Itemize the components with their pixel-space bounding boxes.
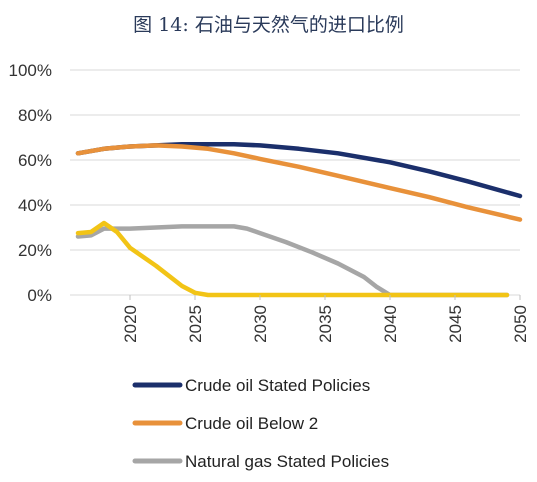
series-lines — [75, 142, 523, 298]
x-axis-ticks: 2020 2025 2030 2035 2040 2045 2050 — [121, 295, 530, 343]
x-tick-label: 2035 — [316, 305, 335, 343]
legend-label: Crude oil Stated Policies — [185, 376, 370, 395]
y-tick-label: 20% — [18, 241, 52, 260]
legend-label: Crude oil Below 2 — [185, 414, 318, 433]
y-tick-label: 0% — [27, 286, 52, 305]
x-tick-label: 2040 — [381, 305, 400, 343]
series-line-2 — [75, 143, 523, 222]
series-line-3 — [75, 224, 510, 298]
x-tick-label: 2020 — [121, 305, 140, 343]
chart-title: 图 14: 石油与天然气的进口比例 — [133, 14, 404, 36]
x-tick-label: 2045 — [446, 305, 465, 343]
y-tick-label: 60% — [18, 151, 52, 170]
y-tick-label: 40% — [18, 196, 52, 215]
x-tick-label: 2025 — [186, 305, 205, 343]
x-tick-label: 2030 — [251, 305, 270, 343]
legend-label: Natural gas Stated Policies — [185, 452, 389, 471]
series-line-1 — [75, 142, 523, 199]
x-tick-label: 2050 — [511, 305, 530, 343]
series-line-4 — [75, 220, 510, 298]
y-axis-ticks: 0% 20% 40% 60% 80% 100% — [9, 61, 52, 305]
legend: Crude oil Stated Policies Crude oil Below… — [132, 376, 389, 471]
grid-lines — [70, 69, 520, 296]
y-tick-label: 100% — [9, 61, 52, 80]
y-tick-label: 80% — [18, 106, 52, 125]
